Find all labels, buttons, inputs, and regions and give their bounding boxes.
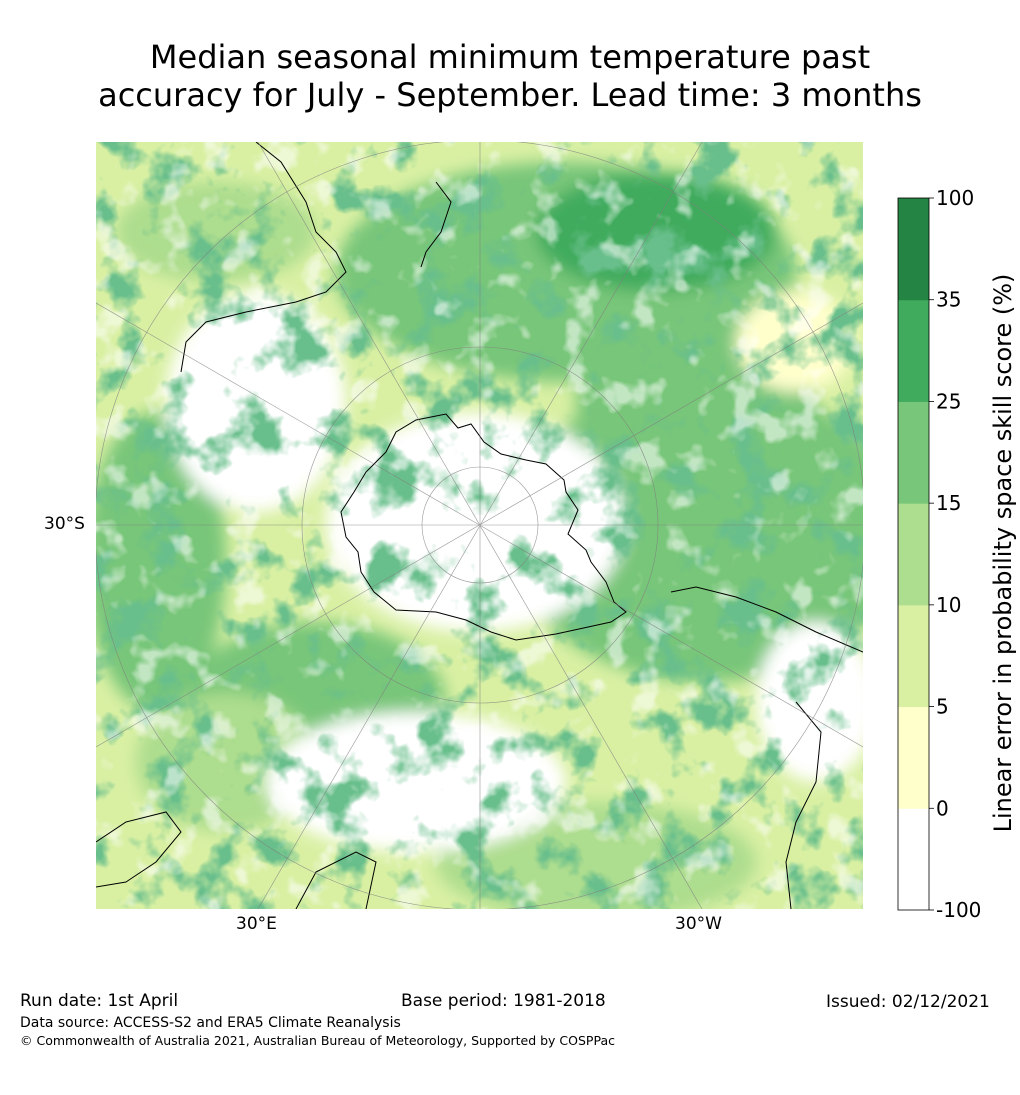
colorbar-bins: [898, 198, 929, 911]
colorbar-title: Linear error in probability space skill …: [989, 273, 1017, 833]
colorbar-tick-label: 15: [936, 491, 961, 515]
run-date: Run date: 1st April: [20, 991, 179, 1011]
chart-title: Median seasonal minimum temperature past…: [0, 38, 1020, 114]
colorbar-bin: [898, 706, 929, 809]
polar-skill-map: [96, 142, 863, 909]
coastlines: [96, 142, 863, 909]
colorbar-ticks: 100 35 25 15 10 5 0 -100: [929, 188, 981, 922]
skill-field: [96, 142, 863, 909]
lon-label-30e: 30°E: [236, 914, 277, 934]
copyright: © Commonwealth of Australia 2021, Austra…: [20, 1033, 615, 1048]
colorbar-tick-label: 5: [936, 695, 949, 719]
colorbar-bin: [898, 401, 929, 504]
colorbar-tick-label: 25: [936, 389, 961, 413]
data-source: Data source: ACCESS-S2 and ERA5 Climate …: [20, 1015, 401, 1031]
colorbar-bin: [898, 198, 929, 301]
graticule: [96, 142, 863, 909]
colorbar-bin: [898, 604, 929, 708]
colorbar-frame: [897, 197, 930, 911]
colorbar-tick-label: 100: [936, 188, 974, 210]
colorbar-bin: [898, 503, 929, 606]
colorbar: 100 35 25 15 10 5 0 -100: [897, 188, 981, 922]
chart-title-line-1: Median seasonal minimum temperature past: [149, 38, 871, 76]
colorbar-bin: [898, 808, 929, 911]
lon-label-30w: 30°W: [675, 914, 722, 934]
colorbar-tick-label: 35: [936, 288, 961, 312]
colorbar-tick-label: 0: [936, 796, 949, 820]
colorbar-bin: [898, 299, 929, 402]
base-period: Base period: 1981-2018: [401, 991, 606, 1011]
colorbar-tick-label: -100: [936, 898, 981, 922]
issued-date: Issued: 02/12/2021: [826, 992, 990, 1012]
colorbar-tick-label: 10: [936, 593, 961, 617]
chart-title-line-2: accuracy for July - September. Lead time…: [98, 76, 922, 114]
lat-label-30s: 30°S: [44, 514, 85, 534]
